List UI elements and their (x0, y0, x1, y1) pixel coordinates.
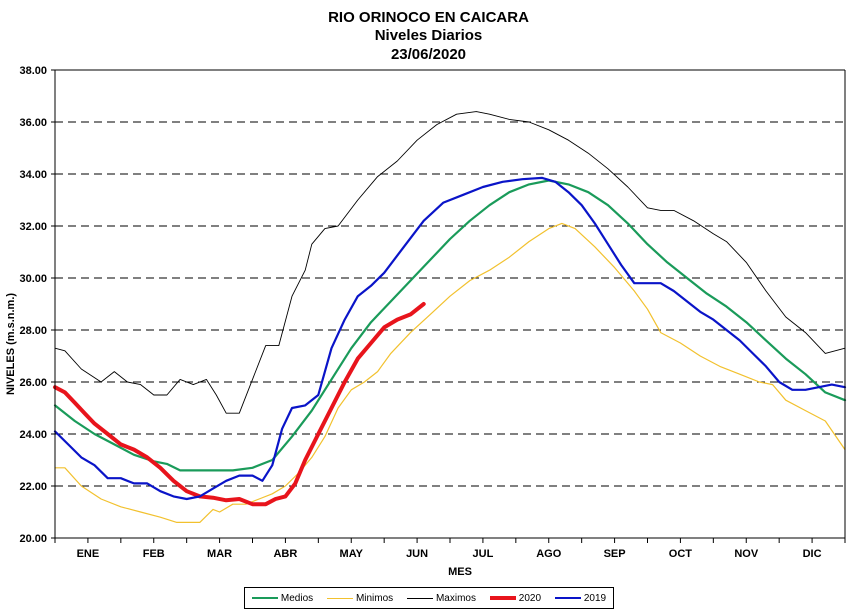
series-line-2020 (53, 302, 426, 507)
y-tick-label: 26.00 (19, 377, 47, 389)
legend-item-medios: Medios (251, 592, 314, 604)
chart-date: 23/06/2020 (390, 46, 467, 63)
x-axis-title: MES (448, 566, 472, 578)
legend-swatch-2020 (489, 596, 516, 600)
y-axis-ticks: 20.00 22.00 24.00 26.00 28.00 30.00 32.00 34.00… (19, 65, 55, 545)
legend-item-maximos: Maximos (406, 592, 476, 604)
x-tick-label: OCT (669, 548, 693, 560)
legend-label: Medios (280, 592, 314, 604)
y-tick-label: 24.00 (19, 429, 47, 441)
series-line-medios (53, 179, 847, 472)
y-tick-label: 38.00 (19, 65, 47, 77)
x-tick-label: DIC (803, 548, 822, 560)
y-tick-label: 36.00 (19, 117, 47, 129)
legend-item-2020: 2020 (489, 592, 542, 604)
legend-swatch-medios (251, 597, 278, 599)
legend-item-minimos: Minimos (326, 592, 394, 604)
y-tick-label: 28.00 (19, 325, 47, 337)
x-tick-label: FEB (143, 548, 165, 560)
x-axis-ticks: ENE FEB MAR ABR MAY JUN JUL AGO SEP OCT NOV DIC (54, 538, 846, 560)
series-line-2019 (53, 176, 847, 501)
legend-label: Minimos (355, 592, 394, 604)
x-tick-label: JUL (473, 548, 494, 560)
x-tick-label: ABR (273, 548, 297, 560)
legend-swatch-maximos (406, 597, 433, 599)
x-tick-label: NOV (734, 548, 759, 560)
y-tick-label: 32.00 (19, 221, 47, 233)
x-tick-label: MAY (340, 548, 364, 560)
legend-item-2019: 2019 (554, 592, 607, 604)
x-tick-label: ENE (77, 548, 100, 560)
legend-label: 2019 (583, 592, 607, 604)
y-tick-label: 34.00 (19, 169, 47, 181)
y-tick-label: 20.00 (19, 533, 47, 545)
series-line-minimos (54, 222, 846, 524)
y-tick-label: 30.00 (19, 273, 47, 285)
legend-swatch-minimos (326, 597, 353, 599)
legend-swatch-2019 (554, 597, 581, 599)
legend-label: 2020 (518, 592, 542, 604)
x-tick-label: SEP (604, 548, 626, 560)
x-tick-label: JUN (406, 548, 428, 560)
legend: Medios Minimos Maximos 2020 2019 (244, 587, 614, 609)
chart-subtitle: Niveles Diarios (374, 27, 483, 44)
x-tick-label: AGO (536, 548, 562, 560)
series-line-maximos (54, 111, 846, 414)
y-tick-label: 22.00 (19, 481, 47, 493)
legend-label: Maximos (435, 592, 476, 604)
y-axis-title: NIVELES (m.s.n.m.) (5, 293, 17, 395)
x-tick-label: MAR (207, 548, 232, 560)
chart-title: RIO ORINOCO EN CAICARA (328, 9, 529, 26)
gridlines (55, 121, 845, 487)
series-lines (53, 111, 847, 524)
